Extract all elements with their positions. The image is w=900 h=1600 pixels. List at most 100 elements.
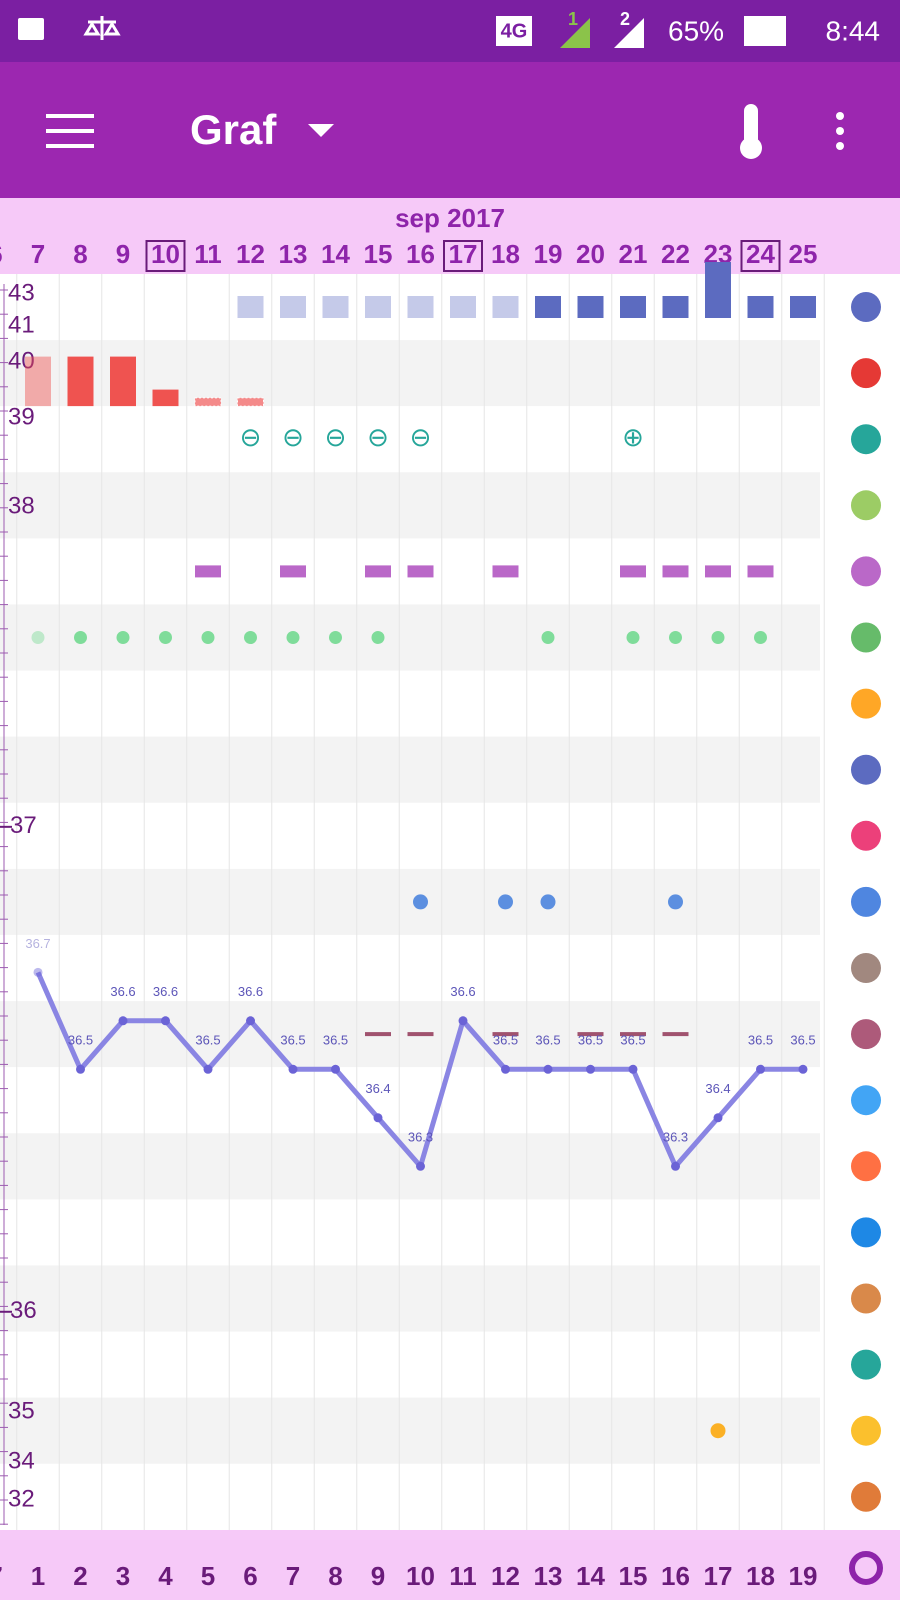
menu-button[interactable]: [46, 114, 94, 148]
date-label: 15: [364, 239, 393, 269]
temperature-point: [373, 1113, 383, 1123]
view-title[interactable]: Graf: [190, 106, 277, 153]
cycle-day-label: 10: [406, 1561, 435, 1591]
cycle-day-label: 1: [31, 1561, 45, 1591]
temperature-point: [331, 1064, 340, 1074]
row-icon: [851, 1349, 881, 1380]
date-label: 19: [534, 239, 563, 269]
scale-label: 41: [8, 311, 35, 338]
view-dropdown[interactable]: [308, 124, 334, 137]
mucus-mark: [662, 296, 689, 318]
test-result: ⊖: [325, 422, 347, 452]
test-result: ⊖: [240, 422, 262, 452]
intercourse-mark: [407, 565, 434, 578]
row-band: [0, 1397, 820, 1464]
cycle-day-label: 7: [286, 1561, 300, 1591]
temperature-label: 36.5: [493, 1033, 518, 1048]
date-label: 8: [73, 239, 87, 269]
cycle-day-label: 14: [576, 1561, 605, 1591]
temperature-label: 36.4: [365, 1081, 390, 1096]
bleeding-mark: [152, 389, 179, 407]
temperature-label: 36.6: [153, 984, 178, 999]
scale-label: 39: [8, 403, 35, 430]
medication-mark: [329, 631, 342, 644]
ovulation_signs-mark: [710, 1423, 726, 1439]
medication-mark: [669, 631, 682, 644]
test-result: ⊖: [410, 422, 432, 452]
battery-percent: 65%: [668, 15, 724, 46]
date-label: 18: [491, 239, 520, 269]
row-icon: [851, 953, 881, 983]
cycle-day-label: 12: [491, 1561, 520, 1591]
symptoms-mark: [577, 1032, 604, 1037]
chart: 3637434140393835343267891011121314151617…: [0, 239, 883, 1591]
temperature-point: [628, 1064, 638, 1074]
sim1: 1: [568, 9, 578, 29]
mucus-mark: [747, 296, 774, 318]
intercourse-mark: [365, 565, 391, 578]
date-box: [443, 240, 483, 272]
date-label: 13: [279, 239, 308, 269]
temperature-label: 36.3: [663, 1130, 688, 1145]
row-icon: [851, 1481, 881, 1512]
cycle-day-label: 11: [449, 1561, 477, 1591]
cycle-day-footer: [0, 1530, 900, 1600]
scale-label: 40: [8, 347, 35, 374]
temperature-point: [586, 1064, 595, 1074]
date-label: 12: [236, 239, 265, 269]
temperature-point: [76, 1064, 85, 1074]
overflow-menu[interactable]: [836, 112, 844, 150]
mucus-mark: [705, 262, 731, 318]
date-label: 17: [449, 239, 478, 269]
temperature-point: [161, 1016, 170, 1026]
cycle-day-label: 2: [73, 1561, 87, 1591]
app-bar: [0, 62, 900, 198]
row-icon: [851, 1415, 881, 1446]
medication-mark: [244, 631, 257, 644]
temperature-point: [288, 1064, 298, 1074]
temperature-label: 36.5: [280, 1033, 305, 1048]
cycle-day-label: 15: [619, 1561, 648, 1591]
gallery-icon: [18, 18, 44, 40]
cycle-day-label: 5: [201, 1561, 215, 1591]
mucus-mark: [577, 296, 604, 318]
temperature-label: 36.5: [620, 1033, 645, 1048]
temperature-label: 36.5: [535, 1033, 560, 1048]
mucus-mark: [365, 296, 391, 318]
temperature-label: 36.6: [450, 984, 475, 999]
thermometer-button[interactable]: [740, 104, 762, 159]
notes-mark: [498, 894, 513, 910]
test-result: ⊖: [282, 422, 304, 452]
mucus-mark: [620, 296, 646, 318]
temperature-label: 36.5: [790, 1033, 815, 1048]
temperature-point: [798, 1064, 808, 1074]
medication-mark: [541, 631, 555, 644]
dot: [836, 112, 844, 120]
date-label: 10: [151, 239, 180, 269]
temperature-label: 36.6: [238, 984, 263, 999]
test-result: ⊕: [622, 422, 644, 452]
row-icon: [851, 1085, 881, 1116]
cycle-day-label: 18: [746, 1561, 775, 1591]
symptoms-mark: [662, 1032, 689, 1037]
thermometer-stem: [744, 104, 758, 146]
scale-label: 38: [8, 492, 35, 519]
medication-mark: [31, 631, 45, 644]
intercourse-mark: [620, 565, 646, 578]
sim2: 2: [620, 9, 630, 29]
medication-mark: [754, 631, 767, 644]
scale-icon: [83, 16, 121, 40]
temperature-label: 36.5: [748, 1033, 773, 1048]
mucus-mark: [790, 296, 816, 318]
row-band: [0, 736, 820, 803]
cycle-day-label: 16: [661, 1561, 690, 1591]
date-label: 24: [746, 239, 775, 269]
medication-mark: [286, 631, 300, 644]
date-label: 11: [194, 239, 222, 269]
intercourse-mark: [747, 565, 774, 578]
temperature-label: 36.5: [323, 1033, 348, 1048]
date-label: 25: [789, 239, 818, 269]
date-label: 21: [619, 239, 648, 269]
temperature-point: [458, 1016, 468, 1026]
intercourse-mark: [662, 565, 689, 578]
